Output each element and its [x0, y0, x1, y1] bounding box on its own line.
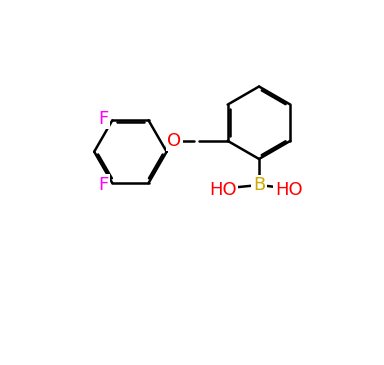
Text: HO: HO	[209, 181, 237, 199]
Text: HO: HO	[275, 181, 303, 199]
Text: F: F	[98, 110, 108, 127]
Text: F: F	[98, 176, 108, 194]
Text: B: B	[253, 176, 265, 194]
Text: O: O	[167, 132, 181, 150]
